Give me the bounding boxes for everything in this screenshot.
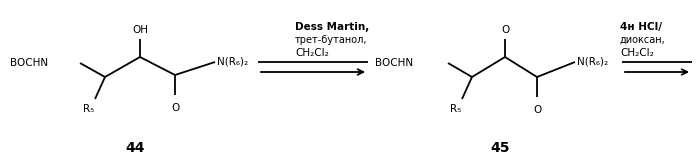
- Text: N(R₆)₂: N(R₆)₂: [577, 57, 608, 67]
- Text: O: O: [171, 103, 179, 113]
- Text: CH₂Cl₂: CH₂Cl₂: [295, 48, 329, 58]
- Text: O: O: [501, 25, 509, 35]
- Text: Dess Martin,: Dess Martin,: [295, 22, 370, 32]
- Text: CH₂Cl₂: CH₂Cl₂: [620, 48, 654, 58]
- Text: BOCHN: BOCHN: [375, 58, 413, 68]
- Text: BOCHN: BOCHN: [10, 58, 48, 68]
- Text: O: O: [533, 105, 541, 115]
- Text: 45: 45: [490, 141, 509, 155]
- Text: R₅: R₅: [450, 104, 461, 114]
- Text: N(R₆)₂: N(R₆)₂: [217, 57, 248, 67]
- Text: трет-бутанол,: трет-бутанол,: [295, 35, 367, 45]
- Text: 4н HCl/: 4н HCl/: [620, 22, 662, 32]
- Text: диоксан,: диоксан,: [620, 35, 666, 45]
- Text: OH: OH: [132, 25, 148, 35]
- Text: R₅: R₅: [84, 104, 95, 114]
- Text: 44: 44: [125, 141, 145, 155]
